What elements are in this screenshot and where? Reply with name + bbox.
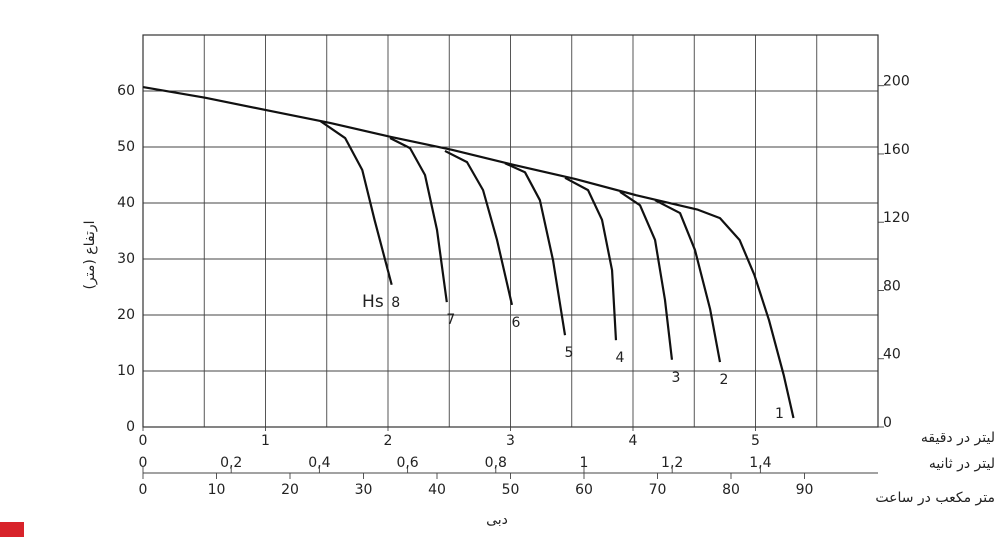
pump-curve [444, 149, 514, 306]
x-tick-label: 1,4 [749, 455, 771, 471]
x-tick-label: 5 [751, 433, 760, 449]
logo [0, 522, 24, 537]
x-tick-label: 30 [355, 482, 373, 498]
y2-tick-label: 160 [883, 142, 910, 158]
y2-tick-label: 200 [883, 74, 910, 90]
x-axis-label: دبی [486, 512, 508, 528]
y-tick-label: 60 [117, 83, 135, 99]
y-tick-label: 20 [117, 307, 135, 323]
x-tick-label: 0,6 [396, 455, 418, 471]
curve-label: 6 [512, 315, 521, 331]
x-unit-label: لیتر در ثانیه [929, 456, 995, 472]
x-tick-label: 0 [139, 455, 148, 471]
y2-tick-label: 80 [883, 278, 901, 294]
y-tick-label: 40 [117, 195, 135, 211]
pump-curve [619, 190, 674, 360]
y2-tick-label: 0 [883, 415, 892, 431]
y-axis-label: ارتفاع (متر) [82, 220, 98, 289]
pump-curve [320, 120, 393, 286]
curve-label: 4 [616, 350, 625, 366]
curve-label: 3 [671, 370, 680, 386]
pump-curve [504, 162, 567, 336]
x-tick-label: 2 [384, 433, 393, 449]
x-tick-label: 1 [261, 433, 270, 449]
x-tick-label: 3 [506, 433, 515, 449]
curve-label: 8 [391, 295, 400, 311]
annotation: Hs [362, 292, 384, 312]
y-tick-label: 10 [117, 363, 135, 379]
pump-curve [389, 137, 448, 303]
x-tick-label: 10 [208, 482, 226, 498]
x-tick-label: 0 [139, 482, 148, 498]
curve-label: 7 [446, 312, 455, 328]
x-tick-label: 80 [722, 482, 740, 498]
x-tick-label: 1,2 [661, 455, 683, 471]
x-tick-label: 0 [139, 433, 148, 449]
curve-label: 2 [720, 372, 729, 388]
x-unit-label: متر مکعب در ساعت [875, 490, 995, 506]
x-tick-label: 0,4 [308, 455, 330, 471]
x-tick-label: 60 [575, 482, 593, 498]
pump-curve [654, 199, 722, 363]
y-tick-label: 50 [117, 139, 135, 155]
x-tick-label: 50 [502, 482, 520, 498]
y2-tick-label: 40 [883, 347, 901, 363]
y-tick-label: 0 [126, 419, 135, 435]
x-tick-label: 1 [580, 455, 589, 471]
x-tick-label: 90 [796, 482, 814, 498]
x-tick-label: 40 [428, 482, 446, 498]
curve-label: 1 [775, 406, 784, 422]
x-tick-label: 0,2 [220, 455, 242, 471]
y-tick-label: 30 [117, 251, 135, 267]
x-tick-label: 20 [281, 482, 299, 498]
pump-curve [142, 85, 795, 419]
y2-tick-label: 120 [883, 210, 910, 226]
x-tick-label: 0,8 [485, 455, 507, 471]
x-unit-label: لیتر در دقیقه [921, 430, 995, 446]
curve-label: 5 [565, 345, 574, 361]
x-tick-label: 70 [649, 482, 667, 498]
pump-curve [564, 176, 618, 341]
x-tick-label: 4 [629, 433, 638, 449]
